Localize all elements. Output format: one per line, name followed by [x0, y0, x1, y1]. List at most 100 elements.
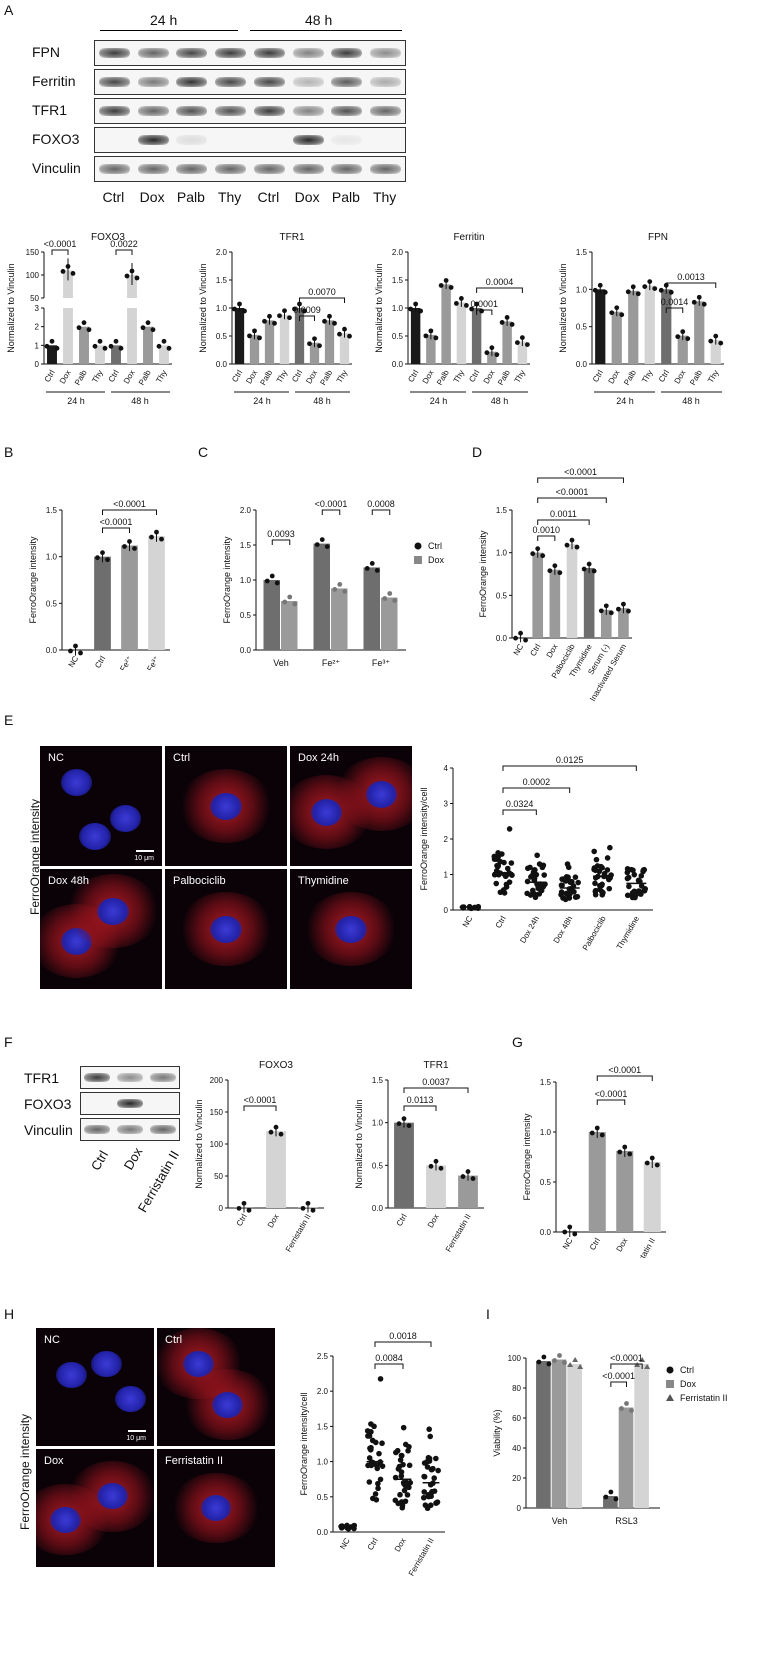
chart-h-point: [405, 1447, 411, 1454]
chart-g: 0.0 0.5 1.0 1.5 FerroOrange intensity NC Ctrl D…: [522, 1065, 666, 1258]
chart-a-ferritin-bracket: [476, 309, 493, 315]
chart-a-ferritin-ytick-label: 0.0: [392, 360, 404, 369]
chart-d-xtick-label: Ctrl: [528, 642, 542, 657]
chart-a-ferritin-point: [448, 285, 454, 290]
chart-c-bar: [313, 543, 330, 650]
chart-a-foxo3-point: [108, 343, 114, 349]
chart-h-point: [426, 1426, 432, 1433]
chart-c-point: [374, 568, 380, 573]
micrograph: Ferristatin II: [157, 1449, 275, 1567]
chart-a-fpn-bar: [661, 289, 672, 364]
chart-h: 0.0 0.5 1.0 1.5 2.0 2.5 FerroOrange intensity/…: [299, 1331, 445, 1578]
chart-c-ytick-label: 0.5: [240, 611, 252, 620]
chart-a-fpn-point: [696, 294, 702, 300]
chart-a-tfr1: 0.0 0.5 1.0 1.5 2.0 Normalized to Vinculin TFR…: [198, 232, 352, 406]
chart-d-point: [586, 561, 592, 567]
chart-a-fpn-bracket: [665, 307, 684, 313]
chart-a-tfr1-point: [262, 318, 267, 324]
blot-band: [370, 76, 402, 88]
chart-e-point: [638, 873, 645, 879]
blot-band: [176, 134, 208, 146]
chart-a-ferritin-xtick-label: Thy: [452, 369, 466, 385]
chart-d-point: [569, 537, 575, 543]
chart-h-point: [371, 1423, 377, 1430]
chart-f-foxo3-point: [246, 1207, 252, 1213]
chart-a-fpn-xtick-label: Palb: [622, 368, 638, 387]
chart-d-point: [616, 606, 621, 612]
chart-h-ytick-label: 1.5: [317, 1422, 329, 1431]
chart-a-foxo3-bar: [63, 308, 73, 364]
chart-f-tfr1-point: [428, 1163, 434, 1169]
chart-a-fpn-ytick-label: 0.0: [576, 360, 588, 369]
blot-row-label: TFR1: [24, 1070, 59, 1086]
chart-d-ytick-label: 1.5: [496, 506, 508, 515]
chart-f-tfr1-point: [396, 1121, 402, 1127]
chart-f-tfr1-bar: [458, 1175, 478, 1208]
chart-f-tfr1-point: [406, 1123, 412, 1129]
chart-a-foxo3-xtick-label: Thy: [90, 369, 104, 385]
chart-c-point: [382, 596, 388, 601]
chart-f-foxo3-bar: [266, 1131, 286, 1208]
chart-a-foxo3-point: [97, 338, 103, 344]
chart-a-foxo3-ylabel: Normalized to Vinculin: [6, 263, 16, 352]
blot-band: [149, 1124, 176, 1135]
chart-c-point: [269, 573, 275, 579]
chart-a-tfr1-bar: [324, 320, 335, 364]
chart-g-point: [644, 1160, 650, 1166]
chart-a-tfr1-xtick-label: Ctrl: [230, 368, 244, 383]
chart-a-fpn-point: [625, 289, 631, 295]
chart-c-bracket: [321, 509, 341, 515]
chart-a-fpn: 0.0 0.5 1.0 1.5 Normalized to Vinculin FPN Ctr…: [558, 232, 724, 406]
chart-a-fpn-point: [630, 284, 636, 290]
chart-a-foxo3-title: FOXO3: [91, 232, 125, 243]
chart-g-pvalue: <0.0001: [608, 1065, 641, 1075]
chart-d-bar: [583, 568, 595, 638]
chart-d-point: [621, 601, 626, 607]
chart-a-fpn-group-label: 24 h: [616, 396, 634, 406]
chart-h-point: [369, 1459, 376, 1466]
chart-d-bracket: [537, 519, 590, 525]
chart-e-bracket: [502, 787, 571, 793]
chart-d-ytick-label: 1.0: [496, 549, 508, 558]
blot-band: [253, 163, 285, 175]
chart-h-point: [395, 1466, 402, 1472]
chart-i-legend-label: Dox: [680, 1379, 697, 1389]
chart-e-xtick-label: Dox 48h: [552, 915, 575, 945]
chart-i-point: [639, 1357, 646, 1362]
chart-a-tfr1-xtick-label: Thy: [335, 369, 349, 385]
chart-g-xtick-label: Dox: [615, 1237, 630, 1254]
chart-e-ytick-label: 2: [444, 835, 449, 844]
chart-h-point: [393, 1449, 399, 1456]
blot-band: [292, 76, 324, 88]
chart-h-xtick-label: NC: [338, 1536, 352, 1551]
chart-a-tfr1-point: [232, 306, 237, 312]
chart-f-foxo3-point: [268, 1129, 274, 1135]
chart-f-foxo3-title: FOXO3: [259, 1060, 293, 1071]
micrograph-label: Ctrl: [173, 752, 191, 764]
chart-h-point: [399, 1502, 406, 1509]
chart-a-foxo3-point: [113, 338, 119, 344]
blot-band: [116, 1124, 144, 1135]
chart-a-foxo3-xtick-label: Dox: [122, 369, 137, 386]
chart-h-point: [402, 1498, 409, 1505]
chart-a-fpn-point: [647, 279, 653, 284]
chart-d-pvalue: 0.0010: [533, 525, 561, 535]
chart-f-foxo3-bracket: [243, 1105, 277, 1111]
chart-d-point: [574, 544, 580, 550]
chart-a-fpn-point: [708, 338, 714, 344]
chart-b-point: [95, 555, 100, 561]
chart-e-point: [565, 864, 572, 871]
chart-c-legend-swatch: [414, 556, 422, 564]
blot-band: [292, 134, 324, 146]
chart-c-point: [274, 580, 280, 586]
chart-e-point: [475, 905, 481, 912]
chart-a-foxo3-point: [118, 345, 124, 351]
chart-f-tfr1-title: TFR1: [424, 1060, 449, 1071]
chart-a-fpn-point: [642, 284, 648, 289]
chart-i-point: [644, 1364, 651, 1369]
chart-b-point: [73, 643, 78, 649]
chart-a-ferritin-point: [479, 308, 485, 314]
chart-h-point: [421, 1473, 427, 1480]
chart-a-tfr1-point: [292, 306, 297, 312]
chart-h-point: [404, 1492, 411, 1498]
